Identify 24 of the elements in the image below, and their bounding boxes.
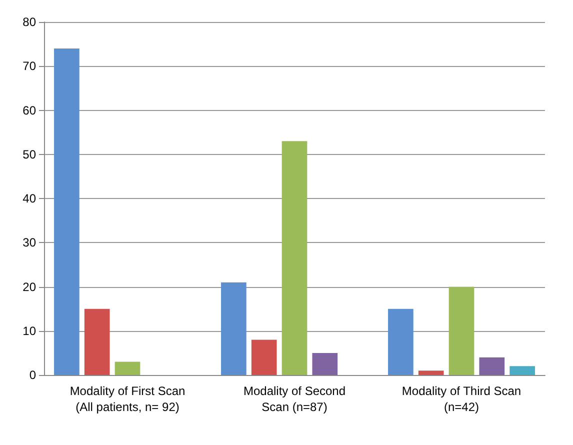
bar (84, 308, 110, 375)
bar (282, 141, 308, 375)
bar (221, 282, 246, 375)
y-tick-label: 80 (22, 15, 36, 29)
x-tick-label: Modality of First Scan (All patients, n= 92) (70, 384, 186, 414)
bar (388, 308, 414, 375)
bar (510, 366, 535, 375)
y-tick-label: 50 (22, 147, 36, 162)
bar (448, 286, 474, 375)
y-tick-label: 10 (22, 324, 36, 338)
x-tick-label: Modality of Second Scan (n=87) (243, 384, 346, 414)
bar (312, 352, 338, 375)
bar (114, 362, 140, 375)
y-tick-label: 30 (22, 236, 36, 250)
bar (418, 370, 444, 375)
bar (54, 48, 80, 375)
y-tick-label: 40 (22, 192, 36, 206)
y-tick-label: 0 (29, 368, 36, 382)
y-tick-label: 20 (22, 280, 36, 294)
y-tick-label: 70 (22, 59, 36, 74)
y-tick-label: 60 (22, 103, 36, 118)
bar (479, 357, 505, 375)
x-tick-label: Modality of Third Scan (n=42) (402, 384, 522, 414)
bar (251, 340, 277, 375)
